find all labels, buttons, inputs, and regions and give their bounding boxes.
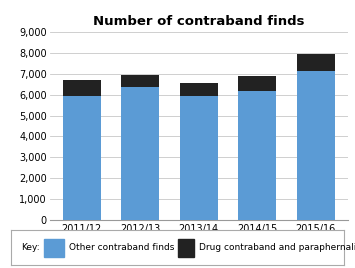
Text: Drug contraband and paraphernalia finds: Drug contraband and paraphernalia finds	[199, 243, 355, 252]
Bar	[238, 91, 276, 220]
Bar	[44, 239, 64, 257]
Bar	[180, 96, 218, 220]
Text: Key:: Key:	[21, 243, 39, 252]
Bar	[121, 87, 159, 220]
Title: Number of contraband finds: Number of contraband finds	[93, 15, 305, 28]
Bar	[178, 239, 194, 257]
Bar	[180, 83, 218, 96]
Bar	[297, 54, 335, 71]
Bar	[238, 76, 276, 91]
Bar	[63, 80, 101, 96]
Bar	[297, 71, 335, 220]
Text: Other contraband finds: Other contraband finds	[69, 243, 174, 252]
Bar	[121, 75, 159, 87]
Bar	[63, 96, 101, 220]
